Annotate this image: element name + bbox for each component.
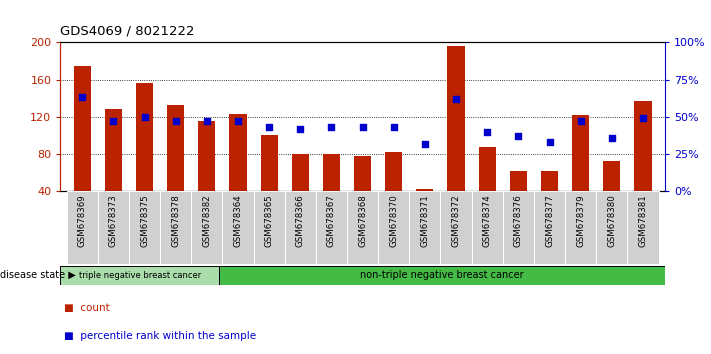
Text: GSM678382: GSM678382: [203, 194, 211, 247]
Bar: [316, 191, 347, 264]
Bar: [167, 105, 184, 191]
Text: GSM678374: GSM678374: [483, 194, 492, 247]
Bar: [223, 191, 254, 264]
Point: [606, 135, 618, 141]
Bar: [597, 191, 627, 264]
Bar: [105, 109, 122, 191]
Text: ■  percentile rank within the sample: ■ percentile rank within the sample: [64, 331, 256, 341]
Point: [77, 95, 88, 100]
Bar: [572, 115, 589, 191]
Text: GSM678375: GSM678375: [140, 194, 149, 247]
Text: disease state ▶: disease state ▶: [0, 270, 76, 280]
Bar: [410, 191, 441, 264]
Bar: [603, 161, 621, 191]
Bar: [323, 154, 340, 191]
Bar: [627, 191, 658, 264]
Bar: [220, 266, 665, 285]
Point: [513, 133, 524, 139]
Bar: [98, 191, 129, 264]
Bar: [292, 154, 309, 191]
Bar: [74, 66, 91, 191]
Bar: [479, 147, 496, 191]
Bar: [447, 46, 464, 191]
Bar: [347, 191, 378, 264]
Text: GSM678367: GSM678367: [327, 194, 336, 247]
Point: [264, 124, 275, 130]
Bar: [254, 191, 284, 264]
Bar: [136, 84, 153, 191]
Bar: [385, 152, 402, 191]
Bar: [230, 114, 247, 191]
Text: GSM678365: GSM678365: [264, 194, 274, 247]
Bar: [129, 191, 160, 264]
Point: [481, 129, 493, 135]
Bar: [191, 191, 223, 264]
Point: [357, 124, 368, 130]
Point: [575, 119, 587, 124]
Text: GSM678364: GSM678364: [233, 194, 242, 247]
Bar: [471, 191, 503, 264]
Text: GSM678377: GSM678377: [545, 194, 554, 247]
Point: [201, 119, 213, 124]
Bar: [60, 266, 220, 285]
Bar: [534, 191, 565, 264]
Point: [139, 114, 150, 120]
Point: [450, 96, 461, 102]
Bar: [261, 135, 278, 191]
Bar: [510, 171, 527, 191]
Text: GSM678372: GSM678372: [451, 194, 461, 247]
Text: triple negative breast cancer: triple negative breast cancer: [79, 271, 201, 280]
Bar: [503, 191, 534, 264]
Bar: [160, 191, 191, 264]
Text: GSM678379: GSM678379: [576, 194, 585, 247]
Point: [232, 119, 244, 124]
Text: GSM678376: GSM678376: [514, 194, 523, 247]
Point: [419, 141, 431, 147]
Text: non-triple negative breast cancer: non-triple negative breast cancer: [360, 270, 524, 280]
Text: GDS4069 / 8021222: GDS4069 / 8021222: [60, 25, 195, 38]
Point: [107, 119, 119, 124]
Text: GSM678373: GSM678373: [109, 194, 118, 247]
Point: [388, 124, 400, 130]
Bar: [378, 191, 410, 264]
Text: GSM678369: GSM678369: [77, 194, 87, 247]
Text: GSM678366: GSM678366: [296, 194, 305, 247]
Bar: [541, 171, 558, 191]
Bar: [67, 191, 98, 264]
Point: [544, 139, 555, 145]
Bar: [284, 191, 316, 264]
Bar: [441, 191, 471, 264]
Text: GSM678371: GSM678371: [420, 194, 429, 247]
Bar: [417, 189, 434, 191]
Text: GSM678378: GSM678378: [171, 194, 180, 247]
Bar: [354, 156, 371, 191]
Point: [170, 119, 181, 124]
Text: GSM678370: GSM678370: [389, 194, 398, 247]
Text: ■  count: ■ count: [64, 303, 109, 313]
Bar: [634, 101, 651, 191]
Bar: [565, 191, 597, 264]
Text: GSM678368: GSM678368: [358, 194, 367, 247]
Point: [294, 126, 306, 132]
Point: [326, 124, 337, 130]
Text: GSM678381: GSM678381: [638, 194, 648, 247]
Text: GSM678380: GSM678380: [607, 194, 616, 247]
Bar: [198, 121, 215, 191]
Point: [637, 115, 648, 121]
